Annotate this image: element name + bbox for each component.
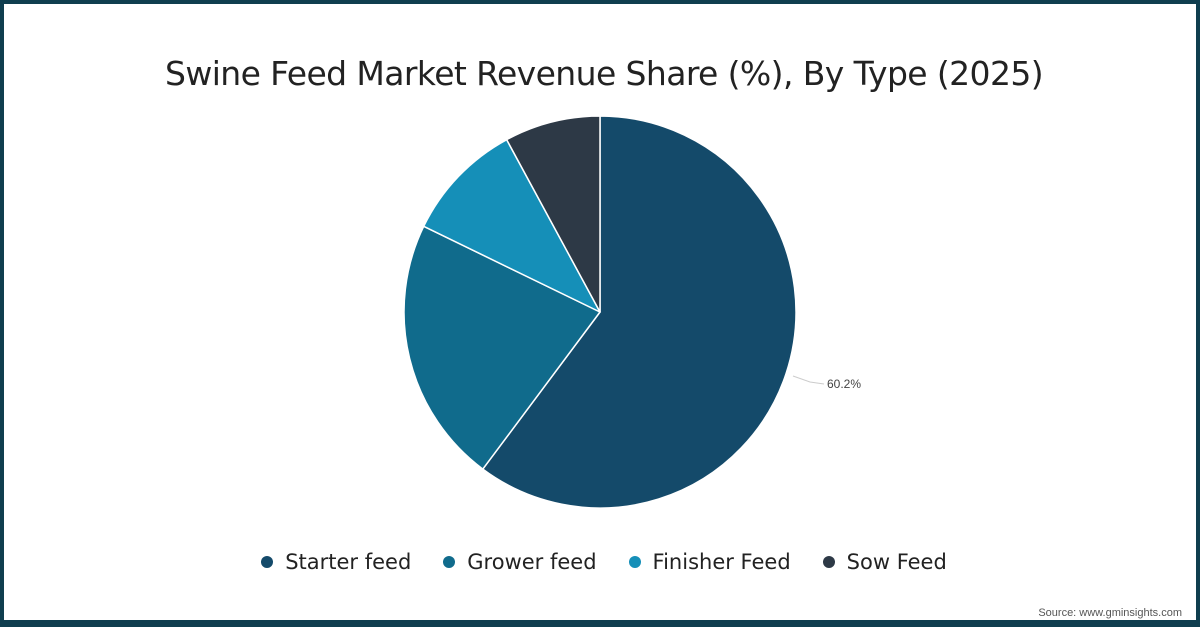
legend-dot-icon — [822, 556, 835, 568]
legend-label: Starter feed — [285, 550, 412, 574]
pie-slice-grower-feed[interactable] — [403, 225, 601, 470]
legend-item-starter-feed[interactable]: Starter feed — [261, 550, 411, 574]
legend-item-finisher-feed[interactable]: Finisher Feed — [628, 550, 791, 574]
legend-label: Finisher Feed — [652, 550, 791, 574]
legend-item-sow-feed[interactable]: Sow Feed — [822, 550, 947, 574]
legend-item-grower-feed[interactable]: Grower feed — [443, 550, 597, 574]
source-note: Source: www.gminsights.com — [1038, 607, 1182, 619]
pie-slice-starter-feed[interactable] — [482, 115, 797, 509]
legend: Starter feed Grower feed Finisher Feed S… — [4, 550, 1200, 574]
legend-label: Grower feed — [467, 550, 597, 574]
data-label-starter: 60.2% — [827, 377, 861, 391]
legend-dot-icon — [628, 556, 641, 568]
chart-title: Swine Feed Market Revenue Share (%), By … — [164, 54, 1044, 93]
leader-line-starter — [792, 375, 825, 385]
pie-slice-finisher-feed[interactable] — [422, 138, 601, 313]
legend-label: Sow Feed — [846, 550, 947, 574]
legend-dot-icon — [443, 556, 456, 568]
pie-chart: 60.2% — [403, 115, 861, 509]
pie-slice-sow-feed[interactable] — [505, 115, 601, 313]
legend-dot-icon — [261, 556, 274, 568]
pie-slices — [403, 115, 797, 509]
